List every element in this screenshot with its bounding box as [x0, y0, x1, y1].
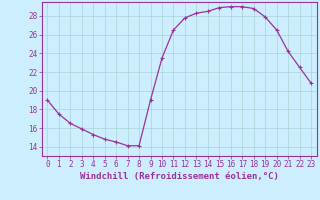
X-axis label: Windchill (Refroidissement éolien,°C): Windchill (Refroidissement éolien,°C) [80, 172, 279, 181]
